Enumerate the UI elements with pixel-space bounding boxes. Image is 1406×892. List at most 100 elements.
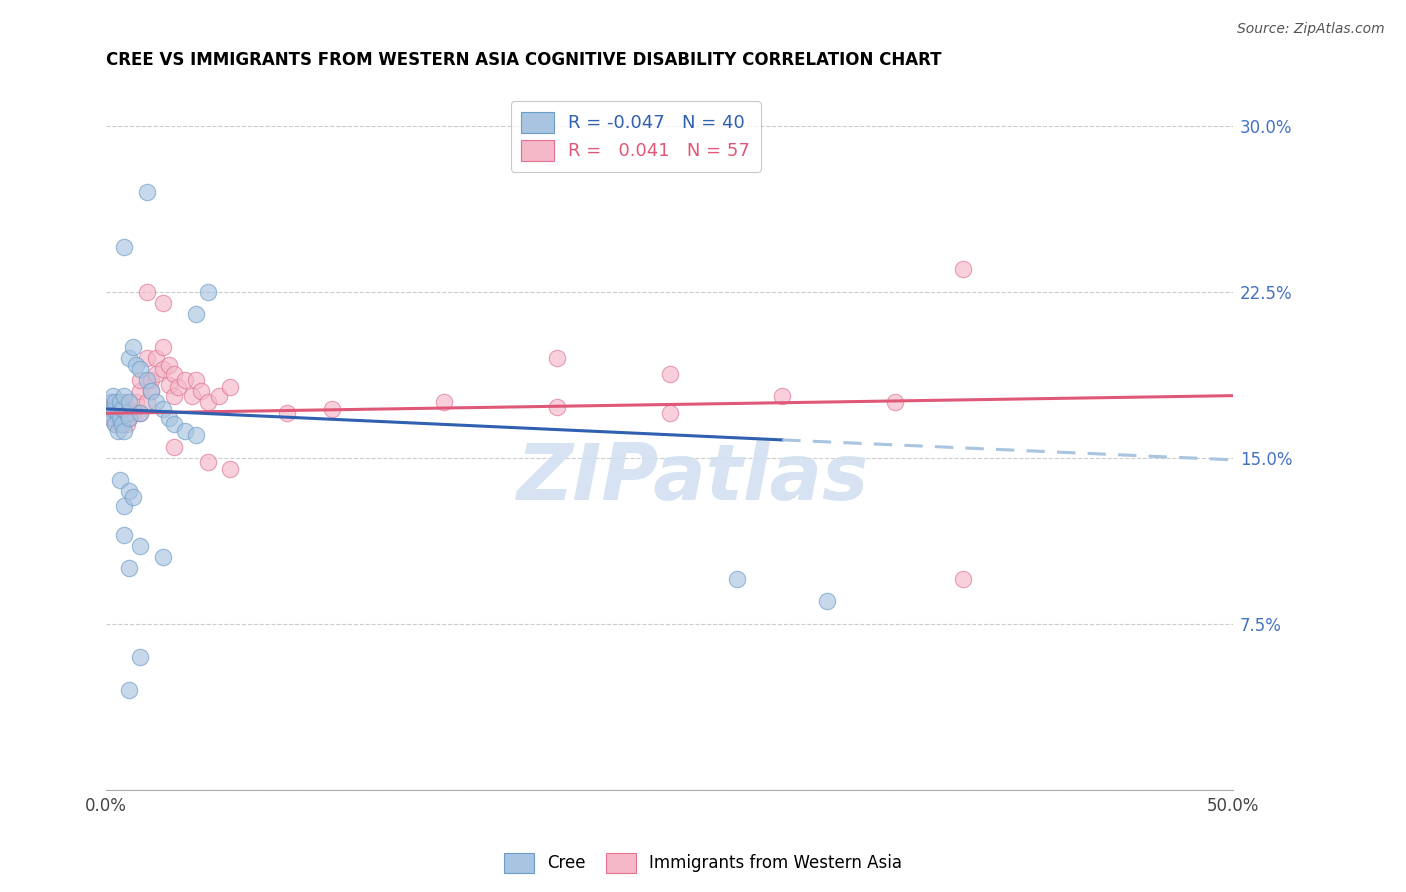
- Point: [112, 528, 135, 542]
- Point: [118, 561, 141, 575]
- Point: [546, 351, 568, 365]
- Point: [111, 406, 134, 420]
- Point: [197, 395, 219, 409]
- Point: [658, 367, 681, 381]
- Point: [167, 380, 190, 394]
- Point: [115, 417, 138, 432]
- Point: [157, 377, 180, 392]
- Point: [163, 389, 186, 403]
- Point: [770, 389, 793, 403]
- Point: [122, 406, 145, 420]
- Point: [145, 351, 167, 365]
- Point: [141, 384, 163, 399]
- Point: [111, 401, 134, 416]
- Point: [174, 373, 197, 387]
- Point: [152, 401, 174, 416]
- Point: [152, 295, 174, 310]
- Point: [129, 384, 152, 399]
- Point: [129, 373, 152, 387]
- Point: [104, 395, 127, 409]
- Point: [112, 240, 135, 254]
- Legend: Cree, Immigrants from Western Asia: Cree, Immigrants from Western Asia: [498, 847, 908, 880]
- Point: [186, 373, 208, 387]
- Point: [100, 410, 122, 425]
- Point: [129, 539, 152, 553]
- Point: [97, 401, 120, 416]
- Point: [815, 594, 838, 608]
- Text: CREE VS IMMIGRANTS FROM WESTERN ASIA COGNITIVE DISABILITY CORRELATION CHART: CREE VS IMMIGRANTS FROM WESTERN ASIA COG…: [107, 51, 942, 69]
- Point: [129, 406, 152, 420]
- Point: [129, 406, 152, 420]
- Point: [101, 400, 124, 414]
- Point: [108, 417, 131, 432]
- Point: [118, 683, 141, 698]
- Point: [104, 406, 127, 420]
- Point: [100, 395, 122, 409]
- Point: [145, 395, 167, 409]
- Point: [104, 417, 127, 432]
- Point: [107, 406, 129, 420]
- Point: [174, 424, 197, 438]
- Point: [208, 389, 231, 403]
- Point: [141, 384, 163, 399]
- Point: [197, 285, 219, 299]
- Text: ZIPatlas: ZIPatlas: [516, 440, 869, 516]
- Point: [108, 473, 131, 487]
- Point: [112, 389, 135, 403]
- Point: [118, 410, 141, 425]
- Point: [219, 461, 242, 475]
- Point: [219, 380, 242, 394]
- Point: [152, 550, 174, 565]
- Point: [107, 424, 129, 438]
- Point: [157, 410, 180, 425]
- Point: [135, 373, 157, 387]
- Point: [129, 649, 152, 664]
- Point: [112, 395, 135, 409]
- Legend: R = -0.047   N = 40, R =   0.041   N = 57: R = -0.047 N = 40, R = 0.041 N = 57: [510, 101, 761, 171]
- Point: [111, 417, 134, 432]
- Point: [122, 491, 145, 505]
- Point: [952, 572, 974, 586]
- Point: [276, 406, 298, 420]
- Point: [884, 395, 907, 409]
- Point: [101, 410, 124, 425]
- Point: [163, 367, 186, 381]
- Point: [433, 395, 456, 409]
- Point: [135, 395, 157, 409]
- Point: [101, 401, 124, 416]
- Point: [546, 400, 568, 414]
- Point: [725, 572, 748, 586]
- Point: [108, 401, 131, 416]
- Point: [163, 417, 186, 432]
- Point: [135, 285, 157, 299]
- Point: [118, 395, 141, 409]
- Point: [658, 406, 681, 420]
- Point: [122, 340, 145, 354]
- Point: [152, 362, 174, 376]
- Point: [112, 424, 135, 438]
- Point: [186, 428, 208, 442]
- Point: [152, 340, 174, 354]
- Point: [135, 185, 157, 199]
- Point: [321, 401, 343, 416]
- Point: [141, 373, 163, 387]
- Point: [129, 362, 152, 376]
- Point: [100, 395, 122, 409]
- Point: [180, 389, 202, 403]
- Point: [190, 384, 212, 399]
- Point: [952, 262, 974, 277]
- Point: [112, 410, 135, 425]
- Point: [124, 395, 146, 409]
- Point: [145, 367, 167, 381]
- Point: [118, 410, 141, 425]
- Point: [108, 410, 131, 425]
- Point: [118, 401, 141, 416]
- Point: [97, 406, 120, 420]
- Point: [186, 307, 208, 321]
- Point: [107, 410, 129, 425]
- Point: [135, 351, 157, 365]
- Point: [118, 351, 141, 365]
- Text: Source: ZipAtlas.com: Source: ZipAtlas.com: [1237, 22, 1385, 37]
- Point: [101, 389, 124, 403]
- Point: [197, 455, 219, 469]
